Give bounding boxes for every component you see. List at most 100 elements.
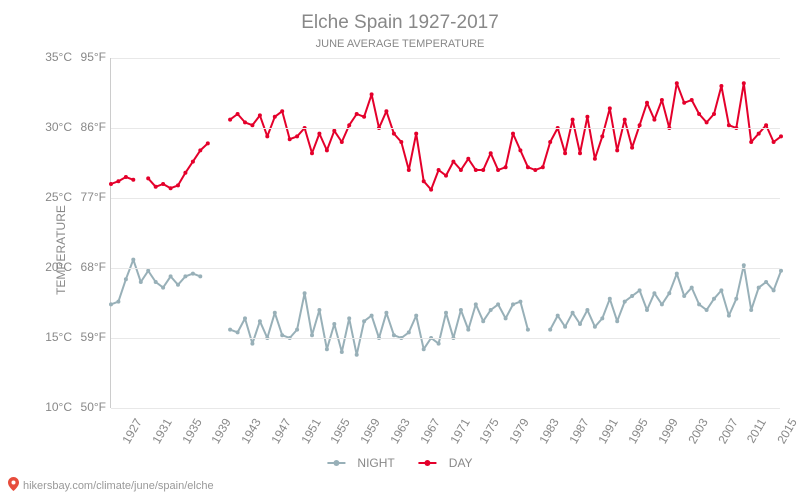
series-marker xyxy=(236,112,240,116)
series-marker xyxy=(615,148,619,152)
series-marker xyxy=(124,277,128,281)
series-marker xyxy=(258,319,262,323)
gridline xyxy=(111,128,780,129)
series-marker xyxy=(764,280,768,284)
series-marker xyxy=(705,308,709,312)
series-marker xyxy=(585,115,589,119)
series-marker xyxy=(749,308,753,312)
series-marker xyxy=(600,134,604,138)
gridline xyxy=(111,198,780,199)
series-marker xyxy=(623,300,627,304)
series-marker xyxy=(109,182,113,186)
footer-text: hikersbay.com/climate/june/spain/elche xyxy=(23,480,214,492)
series-marker xyxy=(608,297,612,301)
series-marker xyxy=(191,272,195,276)
series-line xyxy=(111,177,133,184)
series-marker xyxy=(392,132,396,136)
series-marker xyxy=(280,109,284,113)
x-tick-label: 2007 xyxy=(715,416,740,446)
plot-area xyxy=(110,58,780,408)
series-marker xyxy=(593,157,597,161)
series-marker xyxy=(399,140,403,144)
series-marker xyxy=(347,123,351,127)
y-tick-label-f: 68°F xyxy=(76,260,106,274)
series-marker xyxy=(772,288,776,292)
y-tick-label-c: 30°C xyxy=(38,120,72,134)
chart-subtitle: JUNE AVERAGE TEMPERATURE xyxy=(316,38,485,50)
series-marker xyxy=(444,174,448,178)
series-marker xyxy=(652,118,656,122)
series-marker xyxy=(645,101,649,105)
series-marker xyxy=(690,98,694,102)
series-marker xyxy=(660,98,664,102)
series-marker xyxy=(169,186,173,190)
series-marker xyxy=(496,302,500,306)
series-marker xyxy=(444,311,448,315)
gridline xyxy=(111,408,780,409)
series-marker xyxy=(198,274,202,278)
series-marker xyxy=(481,168,485,172)
series-marker xyxy=(600,316,604,320)
series-marker xyxy=(697,112,701,116)
x-tick-label: 1999 xyxy=(655,416,680,446)
series-marker xyxy=(347,316,351,320)
x-tick-label: 2015 xyxy=(774,416,799,446)
series-marker xyxy=(734,297,738,301)
series-marker xyxy=(474,302,478,306)
series-marker xyxy=(429,188,433,192)
series-marker xyxy=(652,291,656,295)
gridline xyxy=(111,58,780,59)
series-marker xyxy=(466,328,470,332)
series-marker xyxy=(198,148,202,152)
series-marker xyxy=(422,179,426,183)
series-marker xyxy=(556,314,560,318)
series-marker xyxy=(489,151,493,155)
series-marker xyxy=(370,92,374,96)
series-marker xyxy=(608,106,612,110)
series-marker xyxy=(571,118,575,122)
series-marker xyxy=(414,132,418,136)
y-tick-label-f: 95°F xyxy=(76,50,106,64)
series-marker xyxy=(355,353,359,357)
x-tick-label: 1991 xyxy=(596,416,621,446)
series-marker xyxy=(176,183,180,187)
x-tick-label: 1943 xyxy=(238,416,263,446)
line-series-svg xyxy=(111,58,781,408)
legend-item-night: NIGHT xyxy=(327,456,394,470)
series-marker xyxy=(280,333,284,337)
series-line xyxy=(230,293,528,355)
series-marker xyxy=(303,291,307,295)
series-marker xyxy=(191,160,195,164)
series-marker xyxy=(265,134,269,138)
y-tick-label-f: 86°F xyxy=(76,120,106,134)
x-tick-label: 1983 xyxy=(536,416,561,446)
series-marker xyxy=(504,165,508,169)
series-marker xyxy=(273,115,277,119)
series-marker xyxy=(563,325,567,329)
x-tick-label: 2011 xyxy=(744,416,769,445)
series-marker xyxy=(116,179,120,183)
series-marker xyxy=(146,269,150,273)
series-marker xyxy=(258,113,262,117)
series-marker xyxy=(623,118,627,122)
x-tick-label: 1927 xyxy=(119,416,144,446)
series-marker xyxy=(660,302,664,306)
series-line xyxy=(230,83,781,189)
series-marker xyxy=(481,319,485,323)
series-marker xyxy=(719,288,723,292)
series-marker xyxy=(407,330,411,334)
y-axis-label: TEMPERATURE xyxy=(54,205,68,295)
series-marker xyxy=(682,101,686,105)
series-marker xyxy=(243,316,247,320)
series-marker xyxy=(705,120,709,124)
x-tick-label: 1971 xyxy=(447,416,472,446)
series-marker xyxy=(719,84,723,88)
series-marker xyxy=(496,168,500,172)
series-marker xyxy=(757,286,761,290)
series-marker xyxy=(109,302,113,306)
series-marker xyxy=(317,132,321,136)
series-marker xyxy=(593,325,597,329)
series-marker xyxy=(749,140,753,144)
series-marker xyxy=(585,308,589,312)
y-tick-label-c: 20°C xyxy=(38,260,72,274)
